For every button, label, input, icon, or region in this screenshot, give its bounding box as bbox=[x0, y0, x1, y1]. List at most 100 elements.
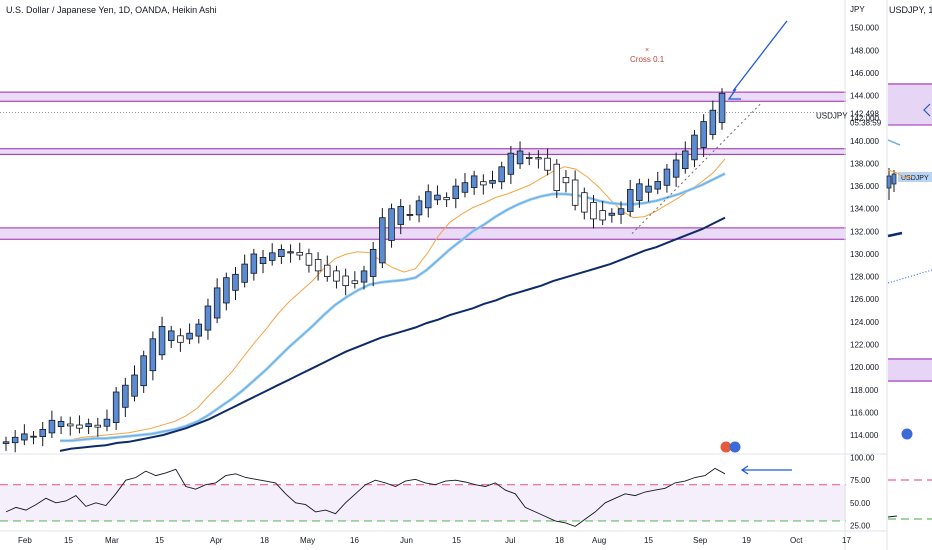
candle-body bbox=[30, 435, 37, 438]
candle-body bbox=[571, 179, 579, 206]
price-tick-label: 144.000 bbox=[850, 92, 879, 101]
time-tick-label: 15 bbox=[452, 536, 461, 545]
candle-body bbox=[259, 256, 267, 264]
price-tick-label: 134.000 bbox=[850, 205, 879, 214]
candle-body bbox=[480, 181, 487, 186]
time-tick-label: 15 bbox=[644, 536, 653, 545]
right-panel-title: USDJPY, 1h, bbox=[889, 5, 932, 15]
candle-body bbox=[48, 419, 56, 434]
right-rsi-line bbox=[887, 515, 898, 518]
candle-body bbox=[250, 253, 258, 274]
candle-body bbox=[415, 200, 423, 216]
price-tick-label: 116.000 bbox=[850, 408, 879, 417]
candle-body bbox=[268, 252, 276, 261]
candle-body bbox=[11, 436, 19, 444]
right-symbol-tag-bg bbox=[898, 172, 932, 182]
price-tick-label: 124.000 bbox=[850, 318, 879, 327]
countdown-label: 05:38:59 bbox=[850, 119, 882, 128]
candle-body bbox=[39, 428, 47, 437]
time-tick-label: Jul bbox=[505, 536, 515, 545]
price-tick-label: 140.000 bbox=[850, 137, 879, 146]
candle-body bbox=[360, 270, 368, 283]
zone-2-fill bbox=[0, 148, 846, 155]
candle-body bbox=[599, 210, 606, 221]
right-ema-segment bbox=[887, 139, 901, 146]
time-tick-label: May bbox=[300, 536, 315, 545]
candle-body bbox=[718, 92, 726, 123]
candle-body bbox=[131, 374, 138, 397]
candle-body bbox=[562, 176, 570, 184]
candle-body bbox=[241, 263, 248, 283]
rsi-tick-label: 25.00 bbox=[850, 521, 871, 530]
right-zone-2 bbox=[888, 358, 932, 382]
time-tick-label: Sep bbox=[693, 536, 708, 545]
candle-body bbox=[342, 275, 349, 287]
ema-line-3 bbox=[59, 216, 726, 452]
candle-body bbox=[406, 213, 414, 216]
price-tick-label: 114.000 bbox=[850, 431, 879, 440]
event-flag-icon bbox=[729, 441, 741, 453]
candle-body bbox=[296, 251, 303, 256]
price-tick-label: 126.000 bbox=[850, 295, 879, 304]
right-panel-layer: USDJPY bbox=[886, 0, 932, 550]
cross-marker: × bbox=[645, 47, 649, 54]
annotation-layer: Cross 0.1× bbox=[630, 20, 792, 475]
callout-arrow-main-head bbox=[727, 88, 741, 100]
candle-body bbox=[663, 168, 671, 186]
price-tick-label: 138.000 bbox=[850, 159, 879, 168]
candle-body bbox=[452, 185, 459, 200]
candle-body bbox=[654, 181, 662, 190]
candle-body bbox=[177, 335, 184, 343]
cross-label: Cross 0.1 bbox=[630, 55, 665, 64]
event-flag-icon bbox=[720, 441, 732, 453]
zone-3-fill bbox=[0, 227, 846, 240]
candle-body bbox=[700, 121, 707, 148]
candle-body bbox=[434, 194, 441, 201]
candle-body bbox=[424, 191, 432, 209]
candle-body bbox=[186, 332, 193, 340]
time-tick-label: 15 bbox=[155, 536, 164, 545]
ema-line-2 bbox=[60, 172, 726, 442]
callout-arrow-main bbox=[732, 20, 788, 92]
candle-body bbox=[305, 253, 313, 266]
candle-body bbox=[388, 208, 395, 241]
candle-body bbox=[608, 212, 616, 216]
time-tick-label: Apr bbox=[210, 536, 223, 545]
candle-body bbox=[67, 423, 74, 427]
candle-body bbox=[617, 208, 625, 215]
time-tick-label: Aug bbox=[592, 536, 606, 545]
time-tick-label: Oct bbox=[790, 536, 803, 545]
candle-body bbox=[57, 420, 65, 427]
candle-body bbox=[94, 424, 102, 428]
candle-body bbox=[112, 391, 120, 424]
candle-body bbox=[590, 201, 597, 220]
candle-body bbox=[158, 325, 166, 356]
zone-1-fill bbox=[0, 92, 846, 102]
candle-body bbox=[397, 205, 404, 225]
candle-body bbox=[535, 157, 542, 160]
rsi-tick-label: 75.00 bbox=[850, 476, 871, 485]
time-tick-label: 18 bbox=[260, 536, 269, 545]
price-tick-label: 122.000 bbox=[850, 340, 879, 349]
right-ema-slow-segment bbox=[887, 231, 903, 238]
rsi-band bbox=[0, 484, 846, 521]
candle-body bbox=[223, 277, 230, 304]
price-tick-label: 128.000 bbox=[850, 273, 879, 282]
price-tick-label: 136.000 bbox=[850, 182, 879, 191]
time-tick-label: 19 bbox=[742, 536, 751, 545]
price-tick-label: 120.000 bbox=[850, 363, 879, 372]
candle-body bbox=[709, 109, 717, 135]
candle-body bbox=[103, 418, 111, 427]
candle-body bbox=[645, 185, 652, 193]
last-price-label: 142.498 bbox=[850, 110, 879, 119]
candle-body bbox=[140, 355, 147, 387]
candle-body bbox=[379, 217, 386, 264]
candle-body bbox=[636, 183, 643, 201]
time-tick-label: Mar bbox=[105, 536, 119, 545]
price-tick-label: 150.000 bbox=[850, 24, 879, 33]
price-tick-label: 132.000 bbox=[850, 227, 879, 236]
candle-body bbox=[553, 163, 561, 191]
candle-body bbox=[204, 305, 212, 331]
candle-body bbox=[351, 280, 359, 284]
